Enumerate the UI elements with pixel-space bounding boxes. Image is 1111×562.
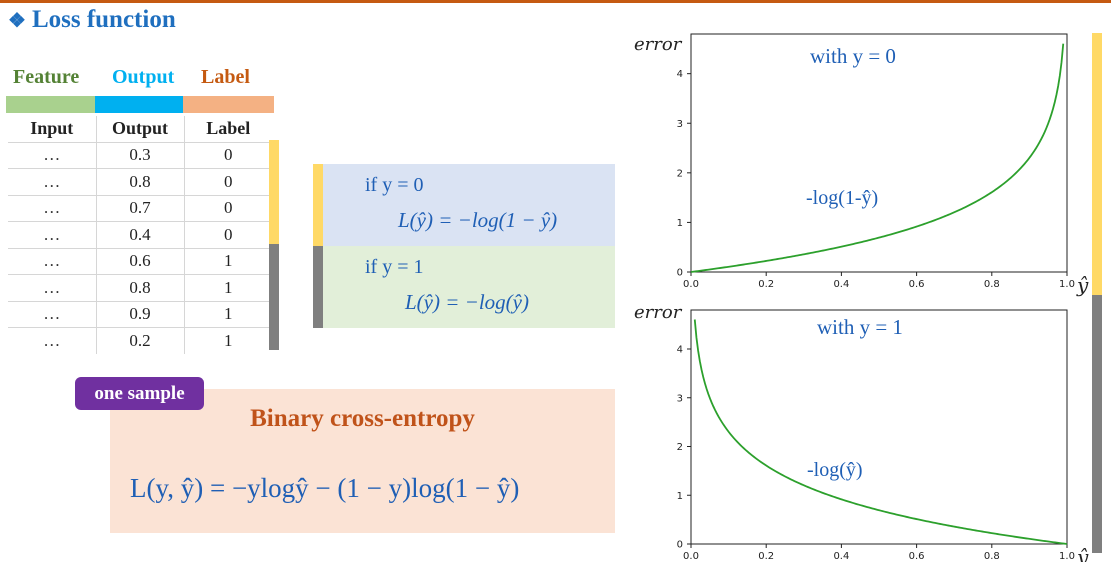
x-tick-label: 0.8 <box>984 551 1000 562</box>
cell-label: 1 <box>184 300 272 328</box>
cell-input: … <box>8 274 97 301</box>
cell-input: … <box>8 141 97 169</box>
bce-title: Binary cross-entropy <box>250 405 475 432</box>
x-tick-label: 1.0 <box>1059 551 1075 562</box>
cell-output: 0.3 <box>96 141 185 169</box>
bce-box: Binary cross-entropy L(y, ŷ) = −ylogŷ − … <box>110 389 615 533</box>
top-rule <box>0 0 1111 3</box>
chart-annotation-title: with y = 0 <box>810 44 896 68</box>
curve-label: -log(1-ŷ) <box>806 187 878 209</box>
cond-y0-text: if y = 0 <box>365 174 424 196</box>
y-tick-label: 2 <box>677 168 683 179</box>
cond-y1-formula: L(ŷ) = −log(ŷ) <box>405 290 529 314</box>
cell-input: … <box>8 168 97 195</box>
plot-frame <box>690 309 1068 545</box>
y-tick-label: 3 <box>677 119 683 130</box>
cell-label: 0 <box>184 168 272 195</box>
x-tick-label: 0.4 <box>833 279 849 290</box>
bce-formula: L(y, ŷ) = −ylogŷ − (1 − y)log(1 − ŷ) <box>130 473 520 503</box>
x-tick-label: 0.0 <box>683 279 699 290</box>
table-row: … 0.8 1 <box>8 274 272 301</box>
cell-label: 0 <box>184 141 272 169</box>
one-sample-badge: one sample <box>75 377 204 410</box>
legend-output-bar <box>95 96 183 113</box>
legend-feature-bar <box>6 96 95 113</box>
cond-y1-text: if y = 1 <box>365 256 424 278</box>
y-axis-label: error <box>634 34 683 55</box>
cell-output: 0.8 <box>96 274 185 301</box>
table-row: … 0.9 1 <box>8 300 272 328</box>
x-tick-label: 0.0 <box>683 551 699 562</box>
label-one-bar <box>269 244 279 350</box>
y-tick-label: 0 <box>677 268 683 279</box>
table-row: … 0.7 0 <box>8 194 272 222</box>
x-tick-label: 0.6 <box>909 279 925 290</box>
table-row: … 0.8 0 <box>8 168 272 195</box>
x-tick-label: 0.2 <box>758 551 774 562</box>
cond-y0-strip <box>313 164 323 246</box>
cell-output: 0.9 <box>96 300 185 328</box>
right-bar-gray <box>1092 295 1102 553</box>
y-tick-label: 2 <box>677 442 683 453</box>
y-tick-label: 1 <box>677 218 683 229</box>
cell-output: 0.2 <box>96 327 185 354</box>
header-label: Label <box>206 118 251 139</box>
x-tick-label: 1.0 <box>1059 279 1075 290</box>
header-input: Input <box>8 116 97 142</box>
cell-output: 0.8 <box>96 168 185 195</box>
cell-input: … <box>8 247 97 275</box>
data-table: Input Output Label … 0.3 0… 0.8 0… 0.7 0… 0.4 0…… <box>8 116 272 354</box>
slide-title-text: Loss function <box>31 6 176 33</box>
cell-label: 0 <box>184 194 272 222</box>
cell-input: … <box>8 194 97 222</box>
cell-input: … <box>8 221 97 248</box>
legend-label-label: Label <box>201 66 250 88</box>
cell-label: 1 <box>184 247 272 275</box>
chart-y1: 0.0 0.2 0.4 0.6 0.8 1.0 0 1 2 3 4 error ŷ with y = 1 -… <box>634 302 1089 562</box>
x-tick-label: 0.8 <box>984 279 1000 290</box>
cell-input: … <box>8 300 97 328</box>
right-bar-yellow <box>1092 33 1102 295</box>
table-row: … 0.6 1 <box>8 247 272 275</box>
loss-curve <box>690 43 1065 273</box>
y-tick-label: 0 <box>677 540 683 551</box>
chart-annotation-title: with y = 1 <box>817 315 903 339</box>
chart-y0: 0.0 0.2 0.4 0.6 0.8 1.0 0 1 2 3 4 error ŷ with y = 0 -… <box>634 33 1089 297</box>
cell-output: 0.6 <box>96 247 185 275</box>
cond-y1-strip <box>313 246 323 328</box>
cell-label: 0 <box>184 221 272 248</box>
y-tick-label: 4 <box>677 345 683 356</box>
cell-output: 0.4 <box>96 221 185 248</box>
y-tick-label: 4 <box>677 69 683 80</box>
legend-output-label: Output <box>112 66 175 88</box>
cell-input: … <box>8 327 97 354</box>
x-tick-label: 0.4 <box>833 551 849 562</box>
table-row: … 0.4 0 <box>8 221 272 248</box>
cond-y0-box: if y = 0 L(ŷ) = −log(1 − ŷ) <box>323 164 615 246</box>
y-axis-label: error <box>634 302 683 323</box>
cell-label: 1 <box>184 274 272 301</box>
cell-output: 0.7 <box>96 194 185 222</box>
cond-y1-box: if y = 1 L(ŷ) = −log(ŷ) <box>323 246 615 328</box>
y-tick-label: 3 <box>677 393 683 404</box>
y-tick-label: 1 <box>677 491 683 502</box>
table-row: … 0.3 0 <box>8 141 272 169</box>
table-header-row: Input Output Label <box>8 116 272 142</box>
cell-label: 1 <box>184 327 272 354</box>
x-axis-label: ŷ <box>1076 273 1089 297</box>
cond-y0-formula: L(ŷ) = −log(1 − ŷ) <box>398 208 558 232</box>
loss-curve <box>693 319 1068 545</box>
label-zero-bar <box>269 140 279 244</box>
slide-title: ❖ Loss function <box>8 6 176 34</box>
x-tick-label: 0.6 <box>909 551 925 562</box>
header-output: Output <box>96 116 185 142</box>
x-tick-label: 0.2 <box>758 279 774 290</box>
legend-feature-label: Feature <box>13 66 80 88</box>
x-axis-label: ŷ <box>1076 545 1089 562</box>
diamond-bullet-icon: ❖ <box>8 10 26 32</box>
plot-frame <box>690 33 1068 273</box>
table-row: … 0.2 1 <box>8 327 272 354</box>
curve-label: -log(ŷ) <box>807 459 863 481</box>
legend-label-bar <box>183 96 274 113</box>
